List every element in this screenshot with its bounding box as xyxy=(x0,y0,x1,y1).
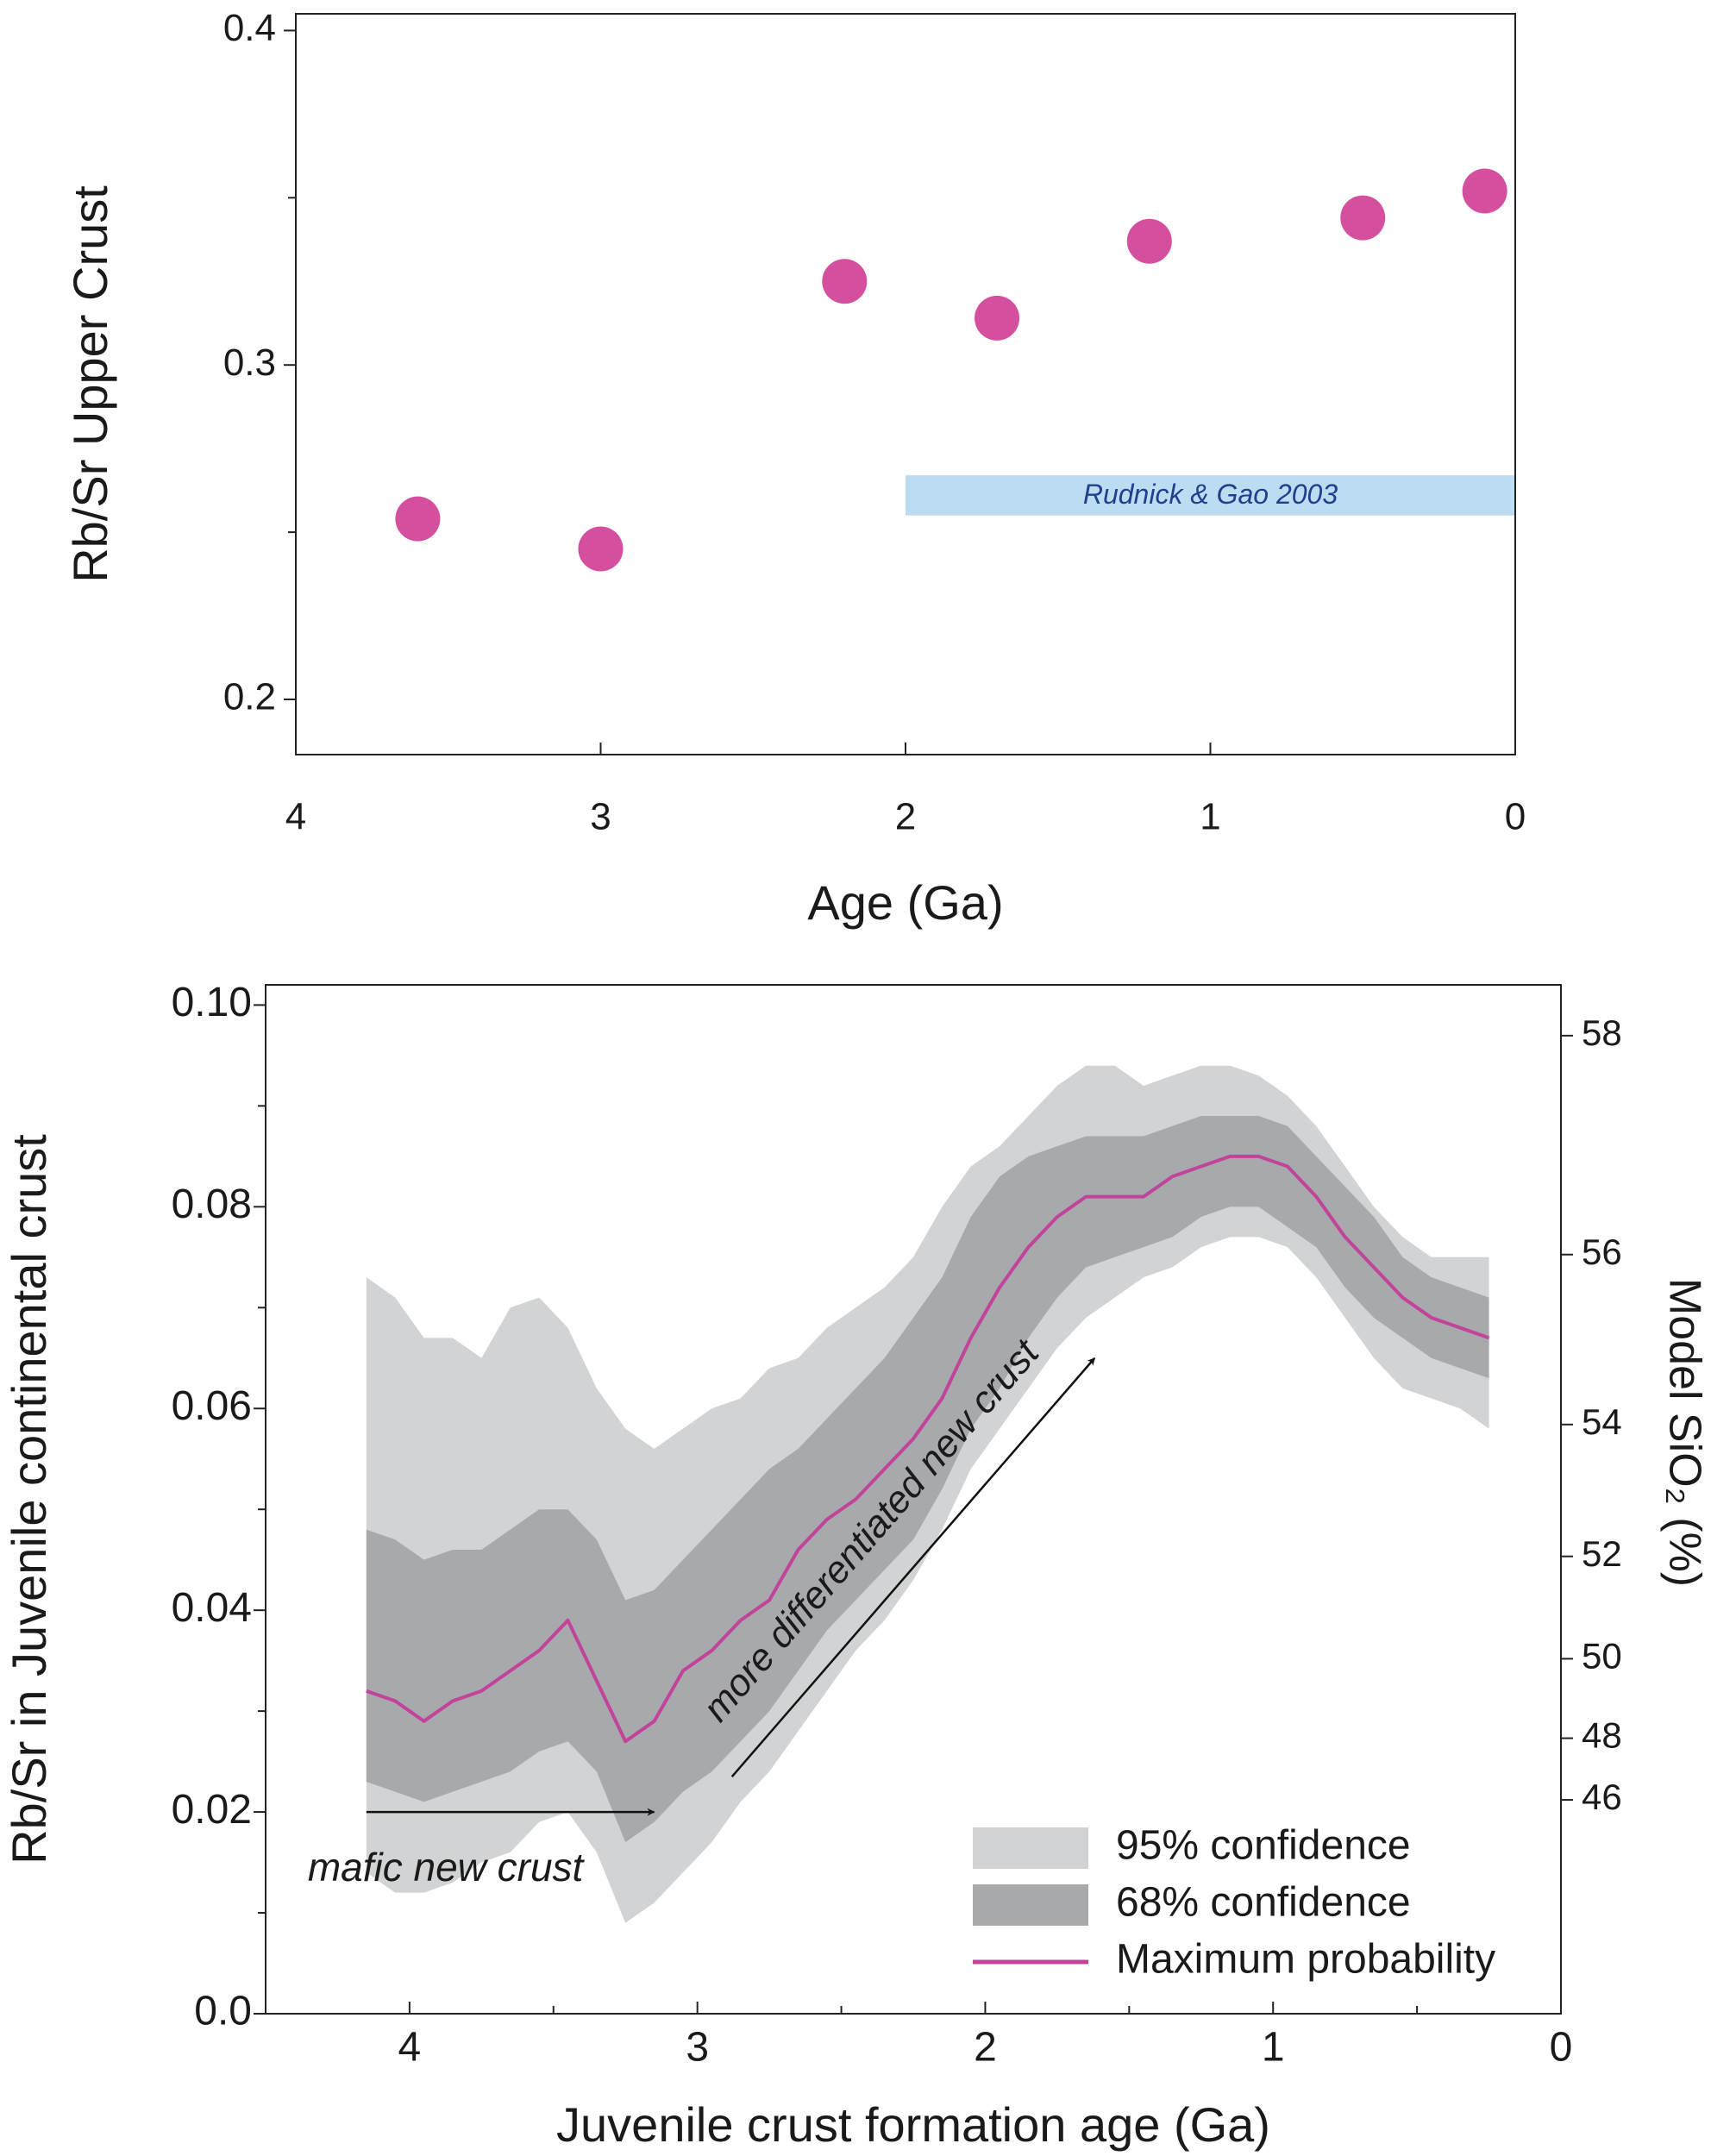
x-tick-label: 3 xyxy=(590,796,611,838)
y2-tick-label: 54 xyxy=(1582,1401,1622,1442)
annotation-text: mafic new crust xyxy=(308,1845,586,1890)
reference-band xyxy=(906,475,1515,516)
y-tick-label: 0.3 xyxy=(223,342,276,384)
y-tick-label: 0.04 xyxy=(172,1585,252,1631)
data-point xyxy=(578,526,624,572)
y2-tick-label: 56 xyxy=(1582,1232,1622,1272)
legend-label: 95% confidence xyxy=(1116,1823,1411,1869)
reference-band-label: Rudnick & Gao 2003 xyxy=(1083,479,1338,510)
data-point xyxy=(822,259,868,304)
x-axis-label: Age (Ga) xyxy=(807,875,1003,930)
max-probability-line xyxy=(366,1154,1490,1744)
y2-tick-label: 50 xyxy=(1582,1636,1622,1677)
x-tick-label: 4 xyxy=(285,796,306,838)
x-axis-label: Juvenile crust formation age (Ga) xyxy=(556,2097,1270,2152)
y-tick-label: 0.2 xyxy=(223,676,276,718)
x-tick-label: 0 xyxy=(1550,2025,1573,2071)
y-tick-label: 0.4 xyxy=(223,7,276,49)
y2-tick-label: 58 xyxy=(1582,1012,1622,1053)
y-tick-label: 0.06 xyxy=(172,1383,252,1429)
y-tick-label: 0.08 xyxy=(172,1181,252,1227)
plot-frame xyxy=(265,984,1562,2015)
x-tick-label: 1 xyxy=(1262,2025,1285,2071)
x-tick-label: 2 xyxy=(974,2025,997,2071)
y-axis-label: Rb/Sr in Juvenile continental crust xyxy=(2,1134,56,1865)
legend-label: Maximum probability xyxy=(1116,1937,1495,1983)
confidence-band xyxy=(366,1116,1489,1843)
x-tick-label: 3 xyxy=(686,2025,709,2071)
x-tick-label: 0 xyxy=(1505,796,1526,838)
y2-tick-label: 52 xyxy=(1582,1533,1622,1574)
data-point xyxy=(1462,168,1507,214)
y-tick-label: 0.0 xyxy=(194,1989,252,2034)
y-tick-label: 0.10 xyxy=(172,980,252,1025)
y2-tick-label: 46 xyxy=(1582,1777,1622,1817)
y-axis-label: Rb/Sr Upper Crust xyxy=(63,185,117,583)
x-tick-label: 1 xyxy=(1200,796,1220,838)
y2-axis-label: Model SiO₂ (%) xyxy=(1659,1278,1709,1587)
legend-swatch xyxy=(973,1827,1088,1869)
data-point xyxy=(1340,195,1386,241)
data-point xyxy=(395,496,441,542)
legend-swatch xyxy=(973,1884,1088,1926)
x-tick-label: 4 xyxy=(398,2025,422,2071)
annotation-arrow xyxy=(730,1357,1096,1777)
chart-0: Rudnick & Gao 2003 0.2 0.3 0.4 4 3 2 1 0 Age (Ga)… xyxy=(63,7,1526,930)
x-tick-label: 2 xyxy=(895,796,916,838)
data-point xyxy=(975,295,1020,341)
data-point xyxy=(1126,218,1172,264)
legend-label: 68% confidence xyxy=(1116,1880,1411,1926)
plot-frame xyxy=(295,13,1516,755)
y-tick-label: 0.02 xyxy=(172,1787,252,1833)
y2-tick-label: 48 xyxy=(1582,1715,1622,1756)
